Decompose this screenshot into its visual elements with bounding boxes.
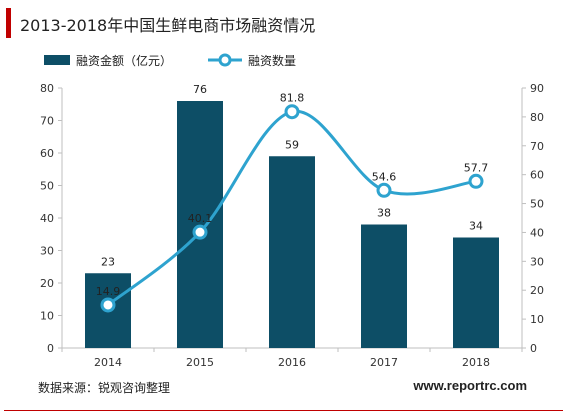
y-left-tick-label: 10 [40, 310, 54, 323]
title-accent-bar [6, 8, 11, 38]
bar [269, 156, 315, 348]
y-right-tick-label: 50 [530, 198, 544, 211]
y-left-tick-label: 40 [40, 212, 54, 225]
y-right-tick-label: 90 [530, 82, 544, 95]
line-value-label: 14.9 [96, 285, 121, 298]
y-left-tick-label: 50 [40, 180, 54, 193]
x-tick-label: 2018 [462, 356, 490, 369]
y-right-tick-label: 80 [530, 111, 544, 124]
y-right-tick-label: 20 [530, 284, 544, 297]
source-note: 数据来源：锐观咨询整理 [38, 381, 171, 395]
legend-swatch-bar [44, 55, 70, 65]
y-left-tick-label: 80 [40, 82, 54, 95]
y-left-tick-label: 70 [40, 115, 54, 128]
bar [361, 224, 407, 348]
x-tick-label: 2015 [186, 356, 214, 369]
bar [453, 237, 499, 348]
legend-swatch-marker [218, 53, 232, 67]
bar-value-label: 59 [285, 138, 299, 151]
y-right-tick-label: 60 [530, 169, 544, 182]
line-point [468, 173, 484, 189]
bar-value-label: 23 [101, 255, 115, 268]
line-value-label: 57.7 [464, 161, 489, 174]
line-point [376, 182, 392, 198]
line-value-label: 81.8 [280, 92, 305, 105]
bar-value-label: 76 [193, 83, 207, 96]
x-tick-label: 2017 [370, 356, 398, 369]
line-point [284, 104, 300, 120]
chart-title: 2013-2018年中国生鲜电商市场融资情况 [20, 16, 316, 35]
legend-label-line: 融资数量 [248, 53, 296, 68]
line-value-label: 54.6 [372, 170, 397, 183]
y-left-tick-label: 60 [40, 147, 54, 160]
bar-value-label: 38 [377, 207, 391, 220]
bottom-divider [4, 410, 563, 411]
y-left-tick-label: 30 [40, 245, 54, 258]
y-right-tick-label: 70 [530, 140, 544, 153]
y-right-tick-label: 10 [530, 313, 544, 326]
bar-value-label: 34 [469, 220, 483, 233]
y-right-tick-label: 30 [530, 255, 544, 268]
x-tick-label: 2016 [278, 356, 306, 369]
footer: 数据来源：锐观咨询整理 www.reportrc.com [0, 374, 567, 396]
bar [177, 101, 223, 348]
legend-label-bar: 融资金额（亿元） [76, 53, 172, 68]
line-value-label: 40.1 [188, 212, 213, 225]
site-url: www.reportrc.com [413, 378, 527, 393]
y-left-tick-label: 20 [40, 277, 54, 290]
chart-canvas: 0 10 20 30 40 50 60 70 80 0 10 20 30 40 50 60 70 80 90 2014… [40, 53, 544, 369]
y-left-tick-label: 0 [47, 342, 54, 355]
y-right-tick-label: 0 [530, 342, 537, 355]
line-point [100, 297, 116, 313]
x-tick-label: 2014 [94, 356, 122, 369]
line-point [192, 224, 208, 240]
y-right-tick-label: 40 [530, 226, 544, 239]
